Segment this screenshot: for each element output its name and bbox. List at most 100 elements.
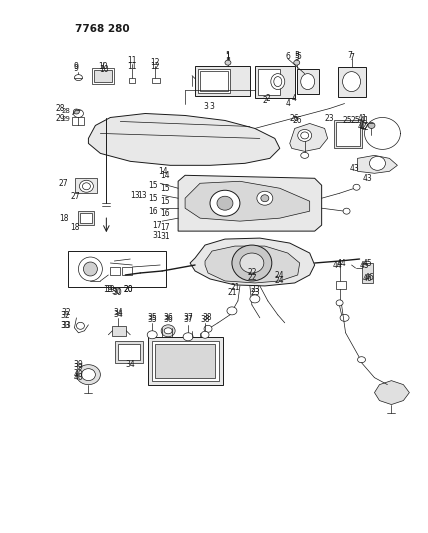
Ellipse shape xyxy=(161,325,175,337)
Text: 26: 26 xyxy=(290,114,300,123)
Text: 18: 18 xyxy=(59,214,68,223)
Text: 22: 22 xyxy=(247,273,257,282)
Ellipse shape xyxy=(353,184,360,190)
Ellipse shape xyxy=(301,74,315,90)
Text: 3: 3 xyxy=(210,102,214,111)
Text: 5: 5 xyxy=(296,52,301,61)
Ellipse shape xyxy=(240,253,264,273)
Bar xyxy=(198,69,230,93)
Text: 37: 37 xyxy=(183,316,193,324)
Ellipse shape xyxy=(81,369,95,381)
Text: 15: 15 xyxy=(149,193,158,203)
Ellipse shape xyxy=(164,328,172,334)
Text: 12: 12 xyxy=(150,58,160,67)
Bar xyxy=(75,178,98,193)
Ellipse shape xyxy=(227,307,237,315)
Text: 41: 41 xyxy=(360,116,369,125)
Text: 27: 27 xyxy=(59,179,68,188)
Bar xyxy=(152,78,160,83)
Text: 26: 26 xyxy=(293,116,303,125)
Text: 19: 19 xyxy=(106,286,115,294)
Ellipse shape xyxy=(342,71,360,92)
Text: 16: 16 xyxy=(160,209,170,217)
Bar xyxy=(362,263,374,283)
Text: 19: 19 xyxy=(104,286,113,294)
Text: 35: 35 xyxy=(147,316,157,324)
Bar xyxy=(152,341,219,381)
Bar xyxy=(255,66,295,98)
Text: 3: 3 xyxy=(204,102,208,111)
Text: 24: 24 xyxy=(275,277,285,286)
Text: 23: 23 xyxy=(250,288,260,297)
Polygon shape xyxy=(190,238,315,286)
Text: 20: 20 xyxy=(123,286,133,294)
Ellipse shape xyxy=(343,208,350,214)
Text: 11: 11 xyxy=(128,62,137,71)
Text: 14: 14 xyxy=(160,171,170,180)
Text: 15: 15 xyxy=(149,181,158,190)
Text: 39: 39 xyxy=(74,360,83,369)
Ellipse shape xyxy=(261,195,269,201)
Bar xyxy=(110,267,120,275)
Bar xyxy=(118,344,140,360)
Ellipse shape xyxy=(217,196,233,210)
Ellipse shape xyxy=(74,109,83,117)
Ellipse shape xyxy=(340,314,349,321)
Polygon shape xyxy=(374,381,409,405)
Text: 30: 30 xyxy=(113,288,122,297)
Text: 34: 34 xyxy=(125,360,135,369)
Text: 13: 13 xyxy=(137,191,147,200)
Text: 38: 38 xyxy=(200,316,210,324)
Ellipse shape xyxy=(298,130,312,141)
Text: 21: 21 xyxy=(227,288,237,297)
Ellipse shape xyxy=(77,365,101,385)
Text: 4: 4 xyxy=(291,94,296,103)
Bar xyxy=(80,213,92,223)
Text: 34: 34 xyxy=(113,309,123,317)
Text: 2: 2 xyxy=(262,96,267,105)
Text: 5: 5 xyxy=(294,51,299,60)
Text: 15: 15 xyxy=(160,184,170,193)
Polygon shape xyxy=(290,124,327,151)
Bar xyxy=(122,267,132,275)
Bar xyxy=(115,341,143,362)
Polygon shape xyxy=(89,114,280,165)
Text: 25: 25 xyxy=(351,116,360,125)
Polygon shape xyxy=(178,175,322,231)
Bar xyxy=(333,120,362,148)
Text: 23: 23 xyxy=(325,114,334,123)
Ellipse shape xyxy=(250,295,260,303)
Ellipse shape xyxy=(368,123,375,128)
Bar xyxy=(195,66,250,95)
Text: 21: 21 xyxy=(230,284,240,293)
Text: 37: 37 xyxy=(183,313,193,322)
Ellipse shape xyxy=(74,109,80,114)
Text: 4: 4 xyxy=(285,99,290,108)
Text: 11: 11 xyxy=(128,56,137,65)
Ellipse shape xyxy=(271,74,285,90)
Text: 36: 36 xyxy=(163,313,173,322)
Text: 45: 45 xyxy=(363,259,372,268)
Ellipse shape xyxy=(77,322,84,329)
Text: 36: 36 xyxy=(163,316,173,324)
Text: 1: 1 xyxy=(226,52,230,61)
Text: 33: 33 xyxy=(61,321,71,330)
Bar xyxy=(338,67,366,96)
Bar xyxy=(112,326,126,336)
Text: 35: 35 xyxy=(147,313,157,322)
Bar xyxy=(297,69,319,94)
Text: 23: 23 xyxy=(250,286,260,294)
Bar xyxy=(336,281,345,289)
Text: 2: 2 xyxy=(265,94,270,103)
Text: 46: 46 xyxy=(365,273,374,282)
Text: 17: 17 xyxy=(160,223,170,232)
Text: 9: 9 xyxy=(73,62,78,71)
Ellipse shape xyxy=(83,262,98,276)
Text: 7: 7 xyxy=(349,53,354,62)
Text: 12: 12 xyxy=(150,62,160,71)
Bar xyxy=(129,78,135,83)
Text: 34: 34 xyxy=(113,310,123,319)
Ellipse shape xyxy=(147,331,157,339)
Text: 42: 42 xyxy=(357,122,367,131)
Text: 28: 28 xyxy=(56,104,65,113)
